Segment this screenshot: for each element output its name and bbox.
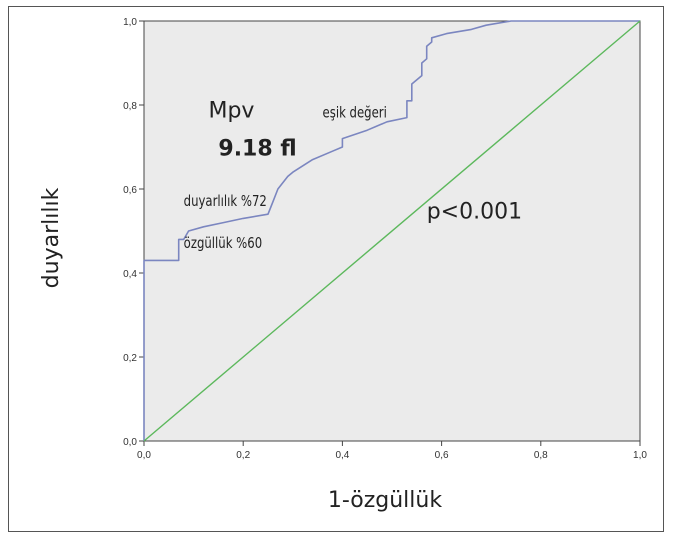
y-tick-label: 0,4 (123, 269, 137, 280)
reference-diagonal (143, 20, 641, 442)
annotation-threshold-value: 9.18 fl (218, 136, 296, 161)
x-tick-label: 0,0 (137, 450, 151, 461)
x-axis: 0,0 0,2 0,4 0,6 0,8 1,0 (137, 441, 647, 461)
y-tick-label: 1,0 (123, 17, 137, 28)
y-axis-title: duyarlılık (39, 187, 64, 288)
series-lines (143, 20, 641, 442)
x-tick-label: 0,6 (435, 450, 449, 461)
annotation-threshold-label: eşik değeri (323, 105, 387, 122)
y-tick-label: 0,2 (123, 353, 137, 364)
x-axis-title: 1-özgüllük (328, 488, 442, 513)
x-tick-label: 1,0 (633, 450, 647, 461)
annotation-specificity: özgüllük %60 (184, 236, 262, 253)
y-tick-label: 0,8 (123, 101, 137, 112)
y-tick-label: 0,0 (123, 437, 137, 448)
annotation-p-value: p<0.001 (427, 199, 522, 224)
x-tick-label: 0,2 (236, 450, 250, 461)
y-axis: 0,0 0,2 0,4 0,6 0,8 1,0 (123, 17, 144, 448)
x-tick-label: 0,4 (335, 450, 349, 461)
roc-curve (143, 20, 640, 441)
x-tick-label: 0,8 (534, 450, 548, 461)
annotation-sensitivity: duyarlılık %72 (184, 194, 267, 211)
annotations: Mpv eşik değeri 9.18 fl duyarlılık %72 p<0.0… (184, 99, 522, 253)
y-tick-label: 0,6 (123, 185, 137, 196)
annotation-mpv: Mpv (208, 99, 254, 124)
